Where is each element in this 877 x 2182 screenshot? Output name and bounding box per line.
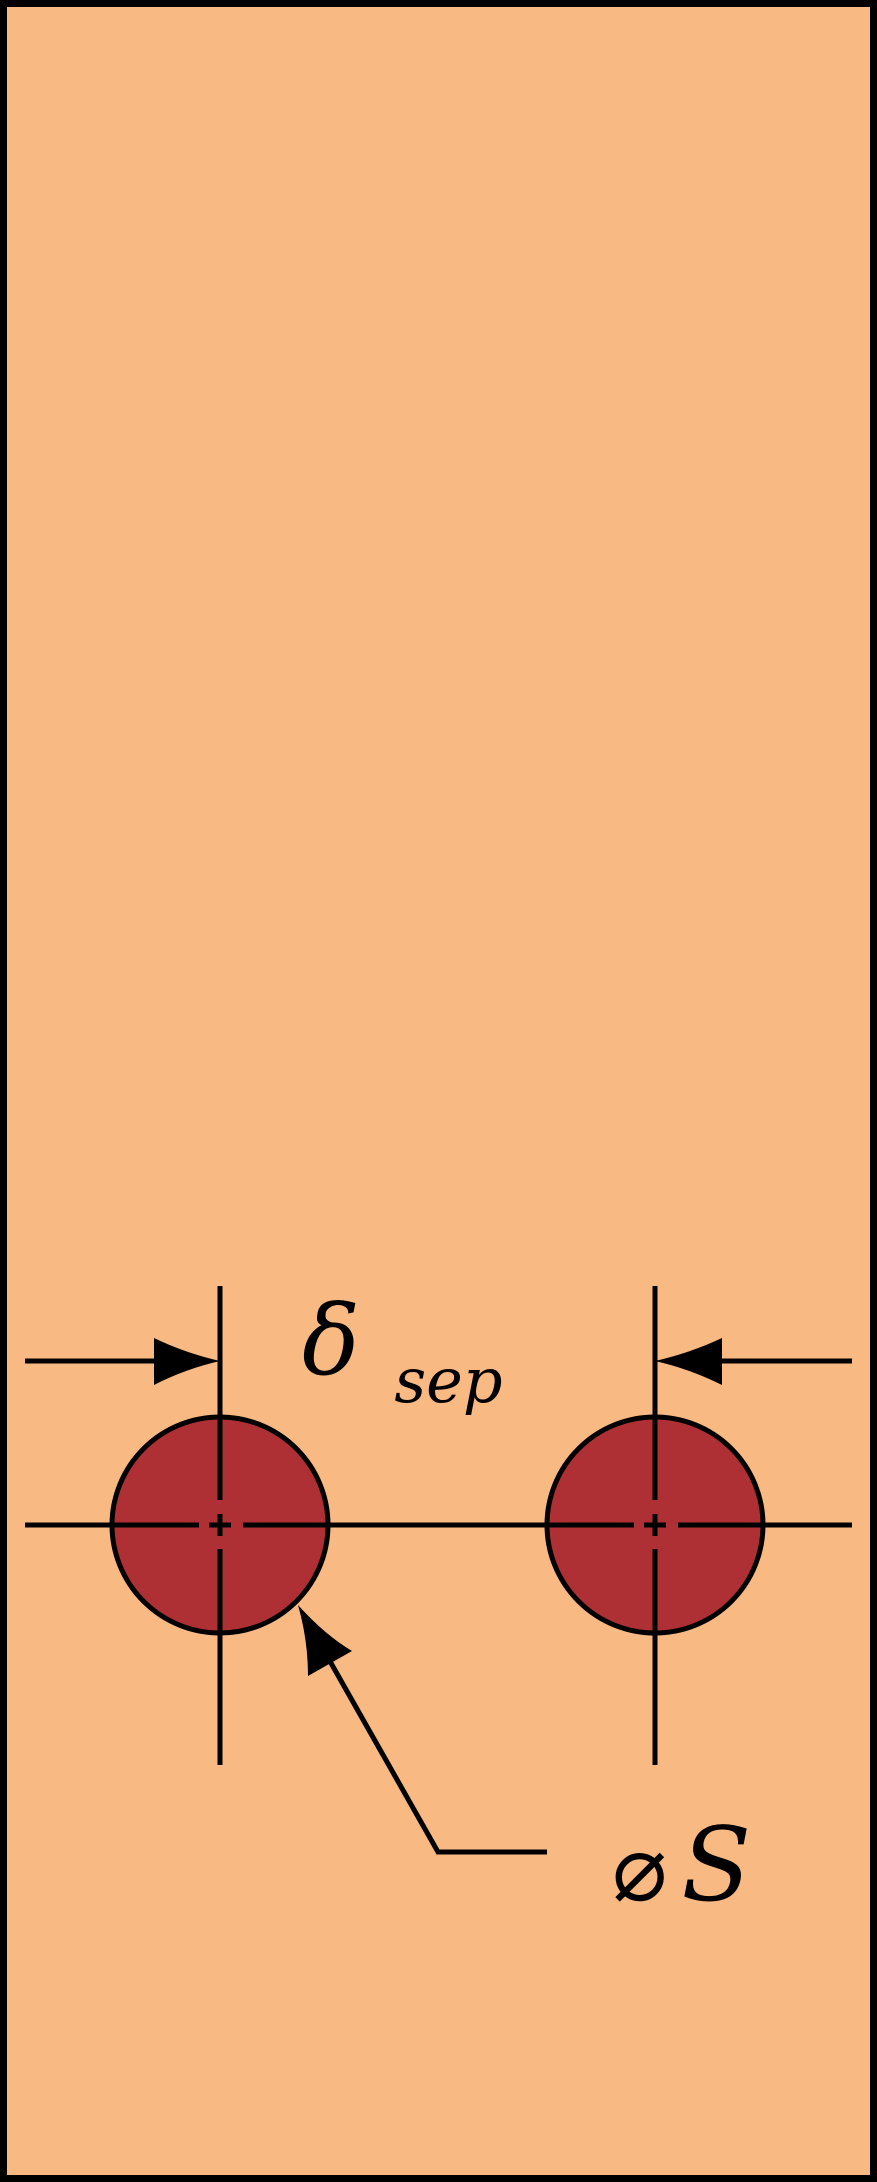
separation-symbol: δ (302, 1285, 360, 1397)
separation-subscript: sep (394, 1344, 502, 1417)
arrowhead-right (655, 1338, 722, 1385)
diameter-value: S (681, 1806, 751, 1925)
arrowhead-left (154, 1338, 220, 1385)
centerline-left (25, 1286, 430, 1765)
diameter-leader (298, 1605, 547, 1855)
leader-arrowhead (298, 1605, 352, 1676)
separation-label: δ sep (302, 1285, 503, 1417)
diameter-label: ⌀ S (612, 1806, 751, 1925)
separation-dimension (25, 1338, 852, 1385)
diameter-symbol: ⌀ (612, 1815, 667, 1922)
leader-line (324, 1654, 547, 1855)
centerline-right (430, 1286, 852, 1765)
